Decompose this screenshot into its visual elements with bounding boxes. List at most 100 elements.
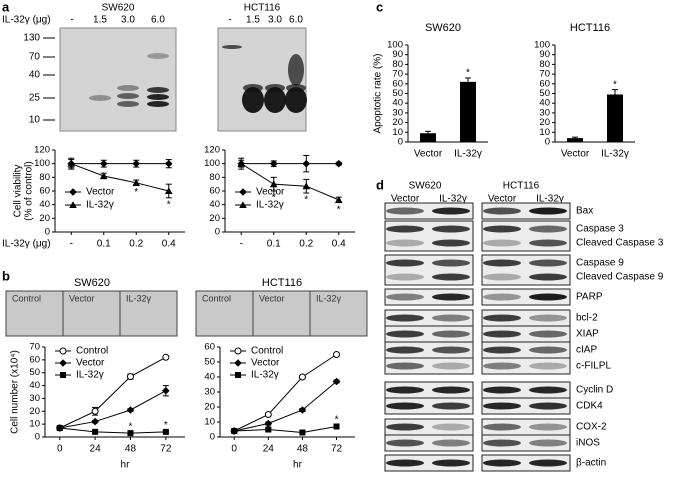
marker	[298, 373, 306, 381]
y-tick-label: 0	[35, 432, 40, 443]
blot-band	[432, 402, 470, 410]
lane-label: 1.5	[93, 15, 107, 26]
blot-band	[529, 314, 567, 322]
x-tick-label: Vector	[414, 149, 443, 160]
blot-band	[147, 53, 169, 59]
legend-label: Vector	[256, 187, 285, 198]
x-tick-label: 0.2	[299, 239, 313, 250]
marker	[91, 407, 99, 415]
y-tick-label: 20	[204, 402, 215, 413]
blot-band	[483, 386, 521, 394]
cell-line-label: HCT116	[262, 277, 302, 289]
legend-marker	[234, 347, 242, 355]
protein-label: Cleaved Caspase 3	[576, 238, 664, 249]
y-tick-label: 50	[392, 88, 403, 99]
micrograph	[252, 290, 311, 337]
bar	[607, 94, 623, 142]
x-tick-label: IL-32γ	[454, 149, 482, 160]
marker	[269, 159, 278, 168]
blot	[481, 288, 571, 306]
blot-band	[243, 84, 263, 92]
blot	[481, 454, 571, 472]
y-tick-label: 80	[392, 59, 403, 70]
y-tick-label: 50	[539, 88, 550, 99]
x-tick-label: 0	[231, 444, 237, 455]
lane-label: 1.5	[246, 15, 260, 26]
micrograph	[5, 290, 64, 337]
significance: *	[304, 195, 308, 206]
x-tick-label: 24	[90, 444, 102, 455]
blot-band	[529, 346, 567, 354]
series-line	[71, 163, 169, 192]
blot-band	[432, 314, 470, 322]
y-tick-label: 60	[204, 342, 215, 353]
blot-band	[529, 439, 567, 447]
marker	[164, 159, 173, 168]
protein-label: c-FILPL	[576, 361, 611, 372]
blot-band	[386, 225, 424, 233]
x-tick-label: 0.2	[129, 239, 143, 250]
marker	[126, 406, 135, 414]
protein-label: bcl-2	[576, 313, 598, 324]
blot-band	[483, 207, 521, 215]
blot-band	[483, 314, 521, 322]
x-tick-label: 0.4	[162, 239, 176, 250]
blot-band	[529, 362, 567, 370]
x-tick-label: 0.1	[267, 239, 281, 250]
y-tick-label: 10	[29, 419, 40, 430]
protein-label: Bax	[576, 206, 593, 217]
blot-band	[483, 459, 521, 467]
blot	[384, 288, 474, 306]
blot-band	[432, 259, 470, 267]
marker	[264, 411, 272, 418]
y-axis-label: Cell viability	[13, 165, 24, 218]
x-tick-label: Vector	[561, 149, 590, 160]
blot-band	[386, 314, 424, 322]
blot-band	[386, 423, 424, 431]
y-tick-label: 40	[39, 199, 50, 210]
blot-band	[529, 259, 567, 267]
marker	[333, 351, 341, 358]
significance: *	[167, 199, 171, 210]
y-tick-label: 0	[45, 227, 50, 238]
blot-band	[432, 225, 470, 233]
chart-title: HCT116	[570, 22, 610, 34]
blot-band	[432, 239, 470, 247]
blot-band	[242, 87, 264, 113]
mw-marker: 25	[29, 93, 41, 104]
blot-band	[483, 239, 521, 247]
blot	[481, 357, 571, 375]
series-line	[234, 426, 337, 434]
marker	[334, 159, 343, 168]
y-tick-label: 120	[204, 145, 220, 156]
x-tick-label: 48	[297, 444, 309, 455]
x-tick-label: -	[70, 239, 73, 250]
micrograph-label: Control	[202, 293, 231, 303]
cell-line-label: SW620	[74, 277, 110, 289]
series-line	[240, 163, 339, 201]
y-tick-label: 60	[392, 78, 403, 89]
bar	[460, 81, 476, 142]
y-tick-label: 60	[539, 78, 550, 89]
blot	[481, 220, 571, 252]
blot-band	[529, 386, 567, 394]
y-tick-label: 20	[209, 213, 220, 224]
legend-label: IL-32γ	[256, 200, 284, 211]
x-tick-label: IL-32γ	[601, 149, 629, 160]
legend-label: Control	[251, 346, 283, 357]
mw-marker: 70	[29, 52, 41, 63]
y-axis-label: Apoptotic rate (%)	[373, 53, 384, 133]
y-tick-label: 0	[398, 137, 403, 148]
lane-label: 6.0	[151, 15, 165, 26]
x-tick-label: -	[240, 239, 243, 250]
protein-label: PARP	[576, 292, 603, 303]
blot-band	[483, 225, 521, 233]
micrograph	[309, 290, 368, 337]
blot-band	[386, 402, 424, 410]
blot-band	[529, 239, 567, 247]
blot-band	[432, 207, 470, 215]
protein-label: CDK4	[576, 401, 603, 412]
y-tick-label: 80	[539, 59, 550, 70]
blot-band	[386, 273, 424, 281]
legend-marker	[60, 372, 66, 378]
